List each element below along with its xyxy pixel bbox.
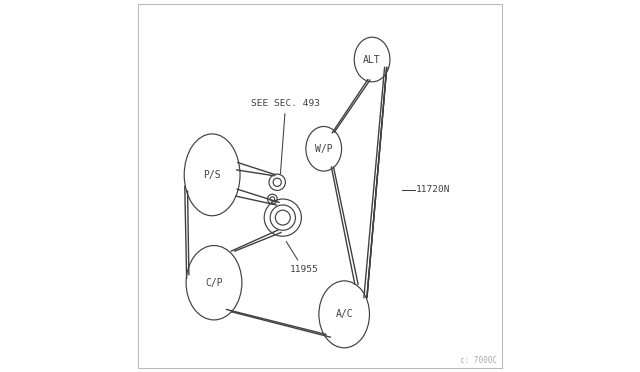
Text: A/C: A/C <box>335 310 353 319</box>
Text: SEE SEC. 493: SEE SEC. 493 <box>251 99 320 174</box>
Text: 11720N: 11720N <box>416 185 451 194</box>
Text: C/P: C/P <box>205 278 223 288</box>
Text: W/P: W/P <box>315 144 333 154</box>
Text: c: 7000C: c: 7000C <box>460 356 497 365</box>
Text: P/S: P/S <box>204 170 221 180</box>
Text: 11955: 11955 <box>286 241 318 274</box>
Text: ALT: ALT <box>364 55 381 64</box>
